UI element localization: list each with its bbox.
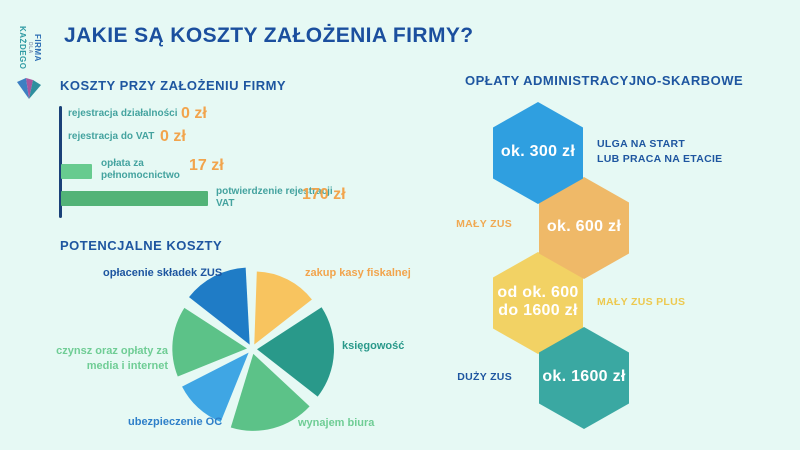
pie-section-heading: POTENCJALNE KOSZTY [60, 238, 223, 253]
bar-value-label: 0 zł [160, 128, 186, 145]
hexagon-1 [539, 177, 629, 279]
bar-category-label: rejestracja działalności [68, 108, 178, 119]
pie-label: księgowość [342, 340, 405, 352]
bar-chart-axis [59, 106, 62, 218]
hex-section-heading: OPŁATY ADMINISTRACYJNO-SKARBOWE [465, 73, 744, 88]
hexagon-3 [539, 327, 629, 429]
hexagon-diagram [493, 102, 629, 429]
pie-slice-0 [254, 271, 312, 345]
bar-category-label: potwierdzenie rejestracji VAT [216, 186, 333, 209]
logo-word-firma: FIRMA [33, 34, 42, 62]
bar-value-label: 17 zł [189, 157, 224, 174]
bar-value-label: 170 zł [302, 186, 346, 203]
logo-mountain-icon [17, 78, 41, 99]
pie-slice-4 [172, 307, 248, 377]
bar-category-label: rejestracja do VAT [68, 131, 155, 142]
pie-slice-2 [230, 353, 310, 431]
logo-word-dla: DLA [27, 42, 33, 54]
logo-word-kazdego: KAŻDEGO [18, 26, 27, 70]
hexagon-0 [493, 102, 583, 204]
logo-text: FIRMA DLA KAŻDEGO [18, 24, 42, 72]
bar-rect [61, 191, 208, 206]
logo: FIRMA DLA KAŻDEGO [4, 22, 52, 102]
bar-value-label: 0 zł [181, 105, 207, 122]
bar-category-label: opłata za pełnomocnictwo [101, 158, 180, 181]
hexagon-2 [493, 252, 583, 354]
page-title: JAKIE SĄ KOSZTY ZAŁOŻENIA FIRMY? [64, 24, 474, 47]
pie-slice-3 [182, 352, 249, 422]
bar-rect [61, 164, 92, 179]
pie-slice-5 [189, 267, 250, 345]
bar-section-heading: KOSZTY PRZY ZAŁOŻENIU FIRMY [60, 78, 287, 93]
pie-chart [172, 267, 334, 431]
pie-slice-1 [256, 307, 334, 397]
